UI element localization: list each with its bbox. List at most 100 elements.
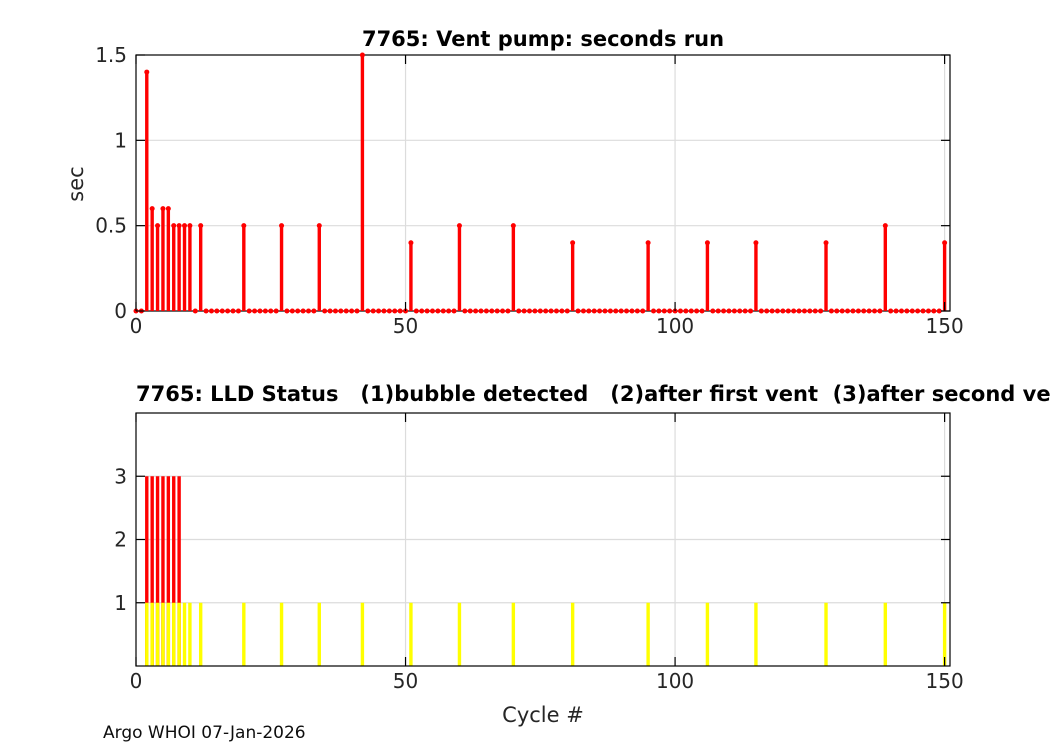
y-tick-label: 0 xyxy=(114,299,127,323)
stem-marker xyxy=(456,223,462,229)
status-bar-yellow xyxy=(646,602,650,666)
zero-marker xyxy=(381,308,387,314)
zero-marker xyxy=(807,308,813,314)
zero-marker xyxy=(327,308,333,314)
zero-marker xyxy=(580,308,586,314)
x-tick-label: 100 xyxy=(656,314,694,338)
zero-marker xyxy=(591,308,597,314)
stem-marker xyxy=(570,240,576,246)
stem-marker xyxy=(645,240,651,246)
x-tick-label: 50 xyxy=(393,314,418,338)
zero-marker xyxy=(850,308,856,314)
zero-marker xyxy=(872,308,878,314)
zero-marker xyxy=(640,308,646,314)
zero-marker xyxy=(769,308,775,314)
zero-marker xyxy=(543,308,549,314)
zero-marker xyxy=(370,308,376,314)
zero-marker xyxy=(505,308,511,314)
zero-marker xyxy=(699,308,705,314)
zero-marker xyxy=(473,308,479,314)
zero-marker xyxy=(667,308,673,314)
zero-marker xyxy=(839,308,845,314)
zero-marker xyxy=(661,308,667,314)
status-bar-red xyxy=(166,476,171,666)
zero-marker xyxy=(483,308,489,314)
zero-marker xyxy=(748,308,754,314)
stem-marker xyxy=(823,240,829,246)
stem-marker xyxy=(359,52,365,58)
zero-marker xyxy=(613,308,619,314)
zero-marker xyxy=(246,308,252,314)
zero-marker xyxy=(397,308,403,314)
zero-marker xyxy=(225,308,231,314)
stem-marker xyxy=(182,223,188,229)
zero-marker xyxy=(192,308,198,314)
zero-marker xyxy=(564,308,570,314)
axis-box xyxy=(135,54,951,312)
status-bar-yellow xyxy=(705,602,710,666)
stem-marker xyxy=(316,223,322,229)
bottom-chart-title: 7765: LLD Status (1)bubble detected (2)a… xyxy=(136,382,1050,406)
y-tick-label: 1.5 xyxy=(95,43,127,67)
zero-marker xyxy=(607,308,613,314)
zero-marker xyxy=(575,308,581,314)
zero-marker xyxy=(521,308,527,314)
zero-marker xyxy=(774,308,780,314)
zero-marker xyxy=(500,308,506,314)
zero-marker xyxy=(289,308,295,314)
zero-marker xyxy=(273,308,279,314)
stem-marker xyxy=(160,206,166,212)
zero-marker xyxy=(818,308,824,314)
zero-marker xyxy=(634,308,640,314)
status-bar-yellow xyxy=(145,602,149,666)
status-bar-yellow xyxy=(177,602,181,666)
zero-marker xyxy=(322,308,328,314)
status-bar-yellow xyxy=(188,602,192,666)
y-tick-label: 1 xyxy=(114,591,127,615)
zero-marker xyxy=(893,308,899,314)
zero-marker xyxy=(284,308,290,314)
zero-marker xyxy=(446,308,452,314)
zero-marker xyxy=(268,308,274,314)
x-tick-label: 150 xyxy=(926,669,964,693)
status-bar-yellow xyxy=(166,602,171,666)
stem-marker xyxy=(149,206,155,212)
zero-marker xyxy=(424,308,430,314)
zero-marker xyxy=(758,308,764,314)
status-bar-yellow xyxy=(279,602,284,666)
status-bar-yellow xyxy=(155,602,160,666)
zero-marker xyxy=(553,308,559,314)
y-tick-label: 3 xyxy=(114,464,127,488)
status-bar-yellow xyxy=(942,602,947,666)
zero-marker xyxy=(332,308,338,314)
zero-marker xyxy=(343,308,349,314)
zero-marker xyxy=(834,308,840,314)
status-bar-yellow xyxy=(161,602,165,666)
status-bar-yellow xyxy=(409,602,413,666)
x-tick-label: 150 xyxy=(926,314,964,338)
zero-marker xyxy=(888,308,894,314)
zero-marker xyxy=(861,308,867,314)
zero-marker xyxy=(219,308,225,314)
zero-marker xyxy=(845,308,851,314)
stem-marker xyxy=(198,223,204,229)
zero-marker xyxy=(812,308,818,314)
zero-marker xyxy=(440,308,446,314)
zero-marker xyxy=(796,308,802,314)
zero-marker xyxy=(683,308,689,314)
zero-marker xyxy=(300,308,306,314)
zero-marker xyxy=(451,308,457,314)
status-bar-yellow xyxy=(198,602,203,666)
zero-marker xyxy=(386,308,392,314)
zero-marker xyxy=(349,308,355,314)
zero-marker xyxy=(828,308,834,314)
zero-marker xyxy=(688,308,694,314)
zero-marker xyxy=(214,308,220,314)
zero-marker xyxy=(931,308,937,314)
zero-marker xyxy=(306,308,312,314)
zero-marker xyxy=(597,308,603,314)
stem-marker xyxy=(882,223,888,229)
status-bar-yellow xyxy=(754,602,758,666)
zero-marker xyxy=(311,308,317,314)
